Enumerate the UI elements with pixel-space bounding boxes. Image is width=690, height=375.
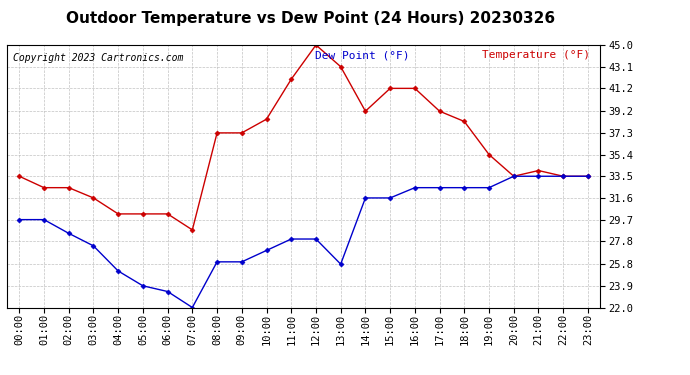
Text: Temperature (°F): Temperature (°F) [482, 50, 590, 60]
Text: Dew Point (°F): Dew Point (°F) [315, 50, 410, 60]
Text: Outdoor Temperature vs Dew Point (24 Hours) 20230326: Outdoor Temperature vs Dew Point (24 Hou… [66, 11, 555, 26]
Text: Copyright 2023 Cartronics.com: Copyright 2023 Cartronics.com [13, 53, 184, 63]
